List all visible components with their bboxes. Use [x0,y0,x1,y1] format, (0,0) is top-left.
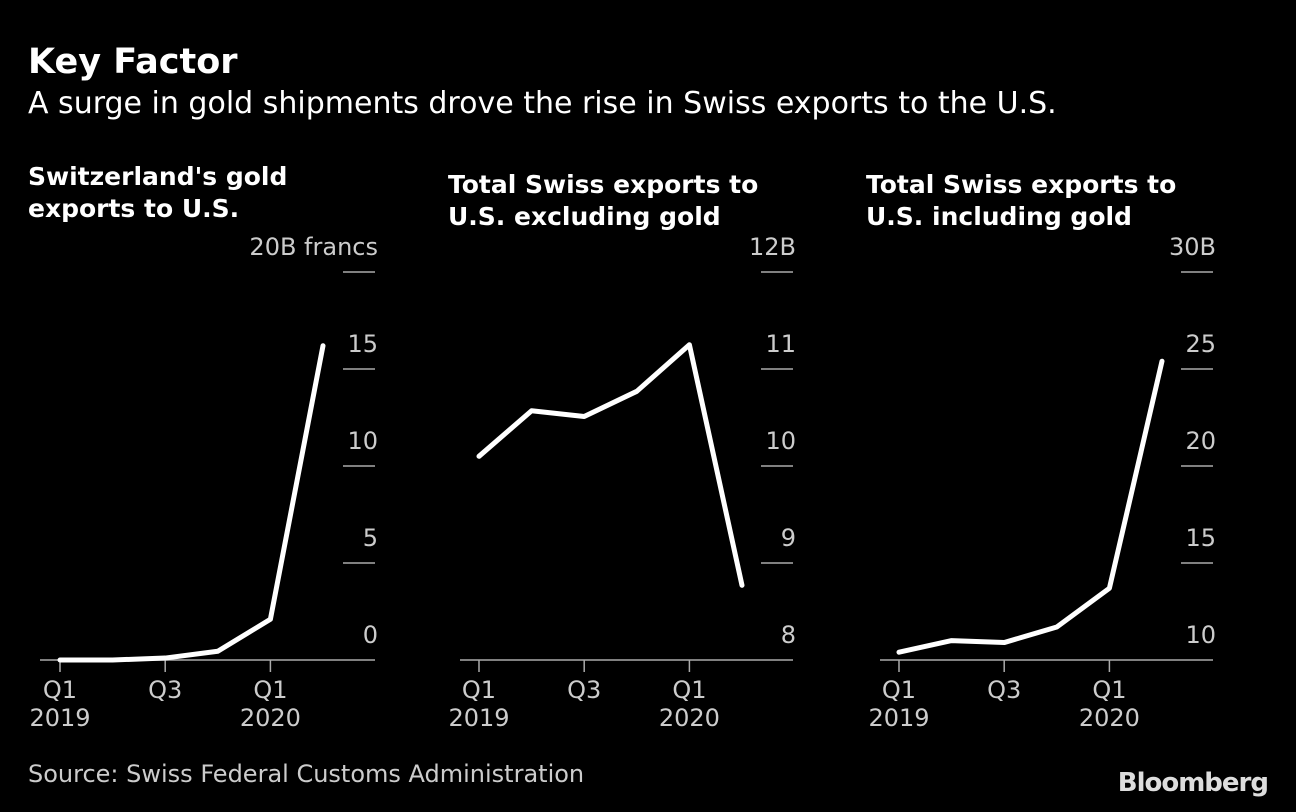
bloomberg-logo: Bloomberg [1117,768,1269,798]
y-tick-label: 10 [347,427,378,455]
chart-panel-3: Total Swiss exports to U.S. including gol… [866,170,1216,732]
y-tick-label: 20B francs [249,233,378,261]
y-tick-label: 10 [1185,621,1216,649]
x-tick-label: Q1 [1092,676,1126,704]
x-tick-label: Q1 [43,676,77,704]
y-tick-label: 8 [781,621,796,649]
x-tick-label: Q3 [567,676,601,704]
y-tick-label: 10 [765,427,796,455]
y-tick-label: 5 [363,524,378,552]
x-tick-label: Q1 [672,676,706,704]
y-tick-label: 20 [1185,427,1216,455]
x-tick-label: 2019 [29,704,90,732]
x-tick-label: Q1 [462,676,496,704]
panel-title: U.S. excluding gold [448,202,721,231]
y-tick-label: 11 [765,330,796,358]
x-tick-label: Q3 [148,676,182,704]
series-line [896,358,1165,655]
chart-subtitle: A surge in gold shipments drove the rise… [28,86,1057,121]
chart-panel-2: Total Swiss exports to U.S. excluding gol… [448,170,796,732]
panel-title: Switzerland's gold [28,162,287,191]
series-line [476,342,745,588]
series-line [57,343,326,663]
y-tick-label: 15 [1185,524,1216,552]
y-tick-label: 12B [749,233,796,261]
y-tick-label: 9 [781,524,796,552]
x-tick-label: Q1 [882,676,916,704]
y-tick-label: 15 [347,330,378,358]
x-tick-label: 2019 [448,704,509,732]
panel-title: Total Swiss exports to [866,170,1176,199]
panel-title: exports to U.S. [28,194,239,223]
x-tick-label: Q3 [987,676,1021,704]
panel-title: U.S. including gold [866,202,1132,231]
source-note: Source: Swiss Federal Customs Administra… [28,760,585,788]
x-tick-label: Q1 [253,676,287,704]
x-tick-label: 2019 [868,704,929,732]
x-tick-label: 2020 [1079,704,1140,732]
y-tick-label: 30B [1169,233,1216,261]
x-tick-label: 2020 [240,704,301,732]
y-tick-label: 0 [363,621,378,649]
panel-title: Total Swiss exports to [448,170,758,199]
y-tick-label: 25 [1185,330,1216,358]
chart-panel-1: Switzerland's gold exports to U.S. 0 5 10 15 2… [28,162,378,732]
chart-title: Key Factor [28,42,238,82]
x-tick-label: 2020 [659,704,720,732]
